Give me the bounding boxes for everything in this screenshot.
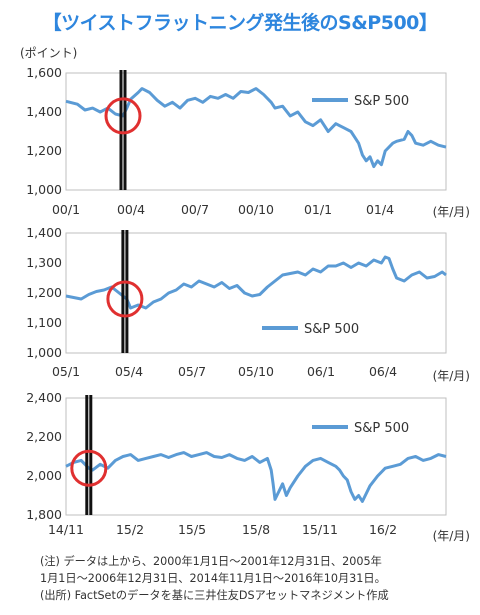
x-tick-label: 06/1 (307, 364, 335, 379)
y-tick-label: 1,200 (26, 285, 62, 300)
x-tick-label: 14/11 (48, 522, 84, 537)
footnotes: (注) データは上から、2000年1月1日～2001年12月31日、2005年 … (40, 553, 480, 604)
event-highlight-circle (104, 97, 142, 135)
chart-panel-2: 1,400 1,300 1,200 1,100 1,000 05/1 05/4 05/7 05/… (26, 225, 470, 383)
y-tick-label: 1,200 (26, 143, 62, 158)
y-tick-label: 1,000 (26, 182, 62, 197)
series-line-sp500 (65, 87, 447, 169)
footnote-line-3: (出所) FactSetのデータを基に三井住友DSアセットマネジメント作成 (40, 589, 389, 602)
plot-frame (65, 232, 447, 354)
chart-panel-1: 1,600 1,400 1,200 1,000 00/1 00/4 00/7 00/10 01/… (26, 65, 470, 219)
unit-label: (ポイント) (20, 46, 78, 60)
legend-label: S&P 500 (354, 421, 409, 436)
x-tick-label: 15/11 (302, 522, 338, 537)
y-tick-label: 1,800 (26, 507, 62, 522)
x-tick-label: 06/4 (369, 364, 397, 379)
y-tick-label: 1,400 (26, 104, 62, 119)
series-line-sp500 (65, 255, 447, 310)
y-tick-label: 1,300 (26, 255, 62, 270)
plot-frame (65, 72, 447, 191)
x-tick-label: 15/8 (242, 522, 270, 537)
event-highlight-circle (70, 449, 108, 487)
chart-title: 【ツイストフラットニング発生後のS&P500】 (42, 12, 438, 34)
x-tick-label: 01/1 (304, 202, 332, 217)
legend-label: S&P 500 (304, 322, 359, 337)
charts-canvas: 1,600 1,400 1,200 1,000 00/1 00/4 00/7 00/10 01/… (26, 65, 470, 543)
x-tick-label: 00/10 (238, 202, 274, 217)
y-tick-label: 1,600 (26, 65, 62, 80)
footnote-line-2: 1月1日～2006年12月31日、2014年11月1日～2016年10月31日。 (40, 572, 386, 585)
x-tick-label: 05/10 (238, 364, 274, 379)
x-tick-label: 00/1 (52, 202, 80, 217)
x-tick-label: 01/4 (366, 202, 394, 217)
x-tick-label: 05/7 (178, 364, 206, 379)
x-tick-label: 15/2 (116, 522, 144, 537)
y-tick-label: 1,400 (26, 225, 62, 240)
legend-label: S&P 500 (354, 94, 409, 109)
x-axis-unit-label: (年/月) (433, 205, 470, 219)
y-tick-label: 1,000 (26, 345, 62, 360)
y-tick-label: 1,100 (26, 315, 62, 330)
x-axis-unit-label: (年/月) (433, 529, 470, 543)
y-tick-label: 2,000 (26, 468, 62, 483)
x-axis-unit-label: (年/月) (433, 369, 470, 383)
x-tick-label: 16/2 (369, 522, 397, 537)
y-tick-label: 2,400 (26, 390, 62, 405)
x-tick-label: 15/5 (178, 522, 206, 537)
series-line-sp500 (65, 451, 447, 503)
x-tick-label: 00/4 (117, 202, 145, 217)
x-tick-label: 05/1 (52, 364, 80, 379)
event-highlight-circle (106, 280, 144, 318)
footnote-line-1: (注) データは上から、2000年1月1日～2001年12月31日、2005年 (40, 555, 382, 568)
y-tick-label: 2,200 (26, 429, 62, 444)
x-tick-label: 00/7 (181, 202, 209, 217)
x-tick-label: 05/4 (115, 364, 143, 379)
